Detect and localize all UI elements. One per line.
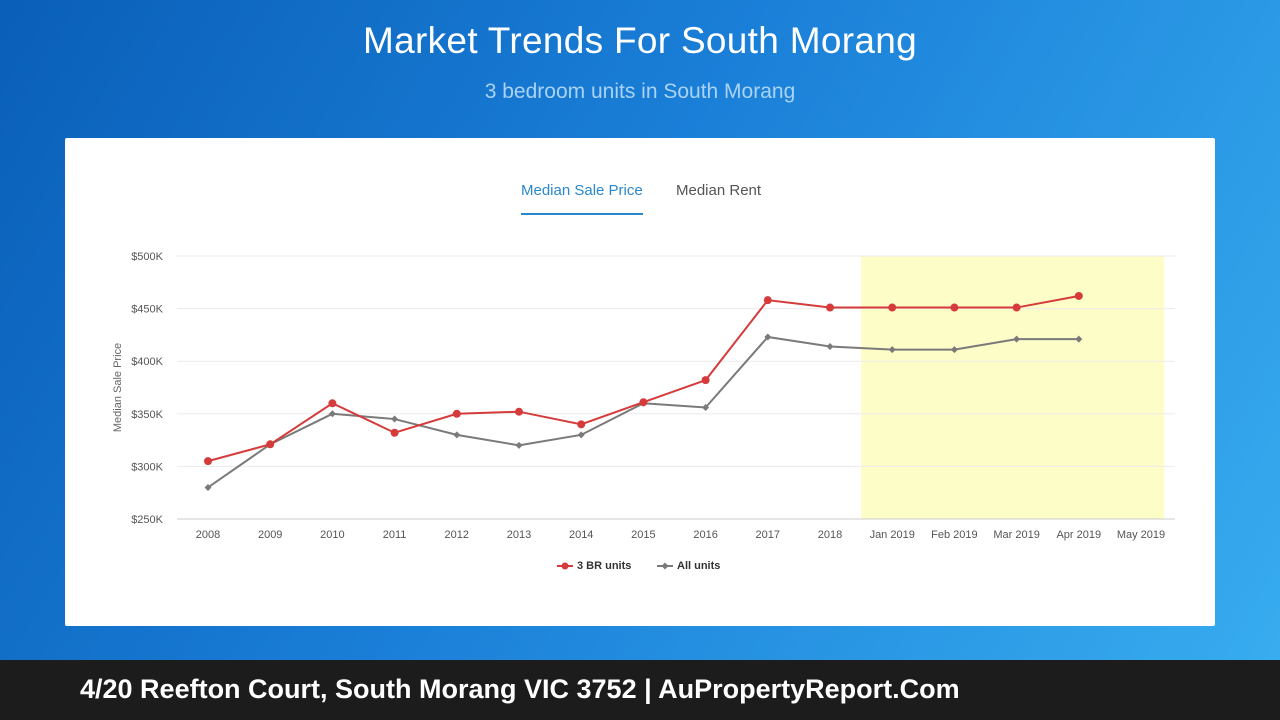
chart-legend: 3 BR units All units (65, 560, 1215, 580)
forecast-band (861, 256, 1165, 519)
data-point-all-units (328, 410, 336, 418)
x-tick-label: Mar 2019 (993, 529, 1039, 541)
chart-tabs: Median Sale Price Median Rent (65, 182, 1215, 216)
data-point-3br (515, 407, 523, 416)
data-point-all-units (950, 346, 958, 354)
legend-item-3br[interactable]: 3 BR units (557, 560, 631, 572)
data-point-all-units (1013, 335, 1021, 343)
x-tick-label: 2014 (569, 529, 593, 541)
y-tick-label: $400K (131, 356, 163, 368)
data-point-all-units (515, 441, 523, 449)
footer-address: 4/20 Reefton Court, South Morang VIC 375… (80, 674, 960, 704)
legend-label-3br: 3 BR units (577, 560, 632, 572)
chart-card: Median Sale Price Median Rent $250K $300K… (65, 138, 1215, 626)
y-axis-label: Median Sale Price (112, 343, 124, 432)
x-tick-label: 2017 (756, 529, 780, 541)
tab-median-sale-price[interactable]: Median Sale Price (521, 182, 643, 215)
legend-marker-diamond-icon (657, 562, 673, 570)
x-tick-label: 2012 (445, 529, 469, 541)
data-point-3br (1074, 291, 1083, 300)
data-point-3br (204, 457, 212, 466)
legend-label-all-units: All units (677, 560, 721, 572)
y-tick-label: $500K (131, 251, 163, 263)
data-point-3br (639, 398, 648, 407)
data-point-all-units (204, 483, 212, 491)
legend-item-all-units[interactable]: All units (657, 560, 720, 572)
line-chart: $250K $300K $350K $400K $450K $500K Median Sal… (112, 251, 1175, 541)
x-tick-label: 2011 (383, 529, 407, 541)
data-point-all-units (764, 333, 772, 341)
footer-bar: 4/20 Reefton Court, South Morang VIC 375… (0, 660, 1280, 720)
x-tick-label: 2016 (693, 529, 717, 541)
data-point-3br (328, 399, 337, 408)
x-tick-label: Apr 2019 (1056, 529, 1101, 541)
x-tick-label: 2018 (818, 529, 842, 541)
legend-marker-circle-icon (557, 562, 573, 570)
data-point-3br (888, 303, 897, 312)
data-point-3br (577, 420, 586, 429)
x-tick-label: Feb 2019 (931, 529, 977, 541)
data-point-3br (452, 409, 461, 418)
data-point-all-units (1075, 335, 1083, 343)
y-tick-label: $450K (131, 304, 163, 316)
y-tick-label: $350K (131, 409, 163, 421)
x-tick-label: 2010 (320, 529, 344, 541)
data-point-all-units (826, 342, 834, 350)
x-tick-label: Jan 2019 (870, 529, 915, 541)
tab-median-rent[interactable]: Median Rent (676, 182, 762, 199)
data-point-all-units (391, 415, 399, 423)
x-tick-label: May 2019 (1117, 529, 1165, 541)
page-subtitle: 3 bedroom units in South Morang (484, 80, 796, 103)
data-point-3br (763, 296, 772, 305)
data-point-3br (266, 440, 275, 449)
data-point-all-units (888, 346, 896, 354)
data-point-all-units (702, 403, 710, 411)
x-tick-label: 2009 (258, 529, 282, 541)
x-tick-label: 2015 (631, 529, 655, 541)
data-point-3br (826, 303, 834, 312)
data-point-all-units (453, 431, 461, 439)
data-point-3br (950, 303, 959, 312)
y-tick-label: $250K (131, 514, 163, 526)
data-point-3br (390, 428, 399, 437)
data-point-all-units (577, 431, 585, 439)
data-point-3br (701, 376, 710, 385)
y-tick-label: $300K (131, 461, 163, 473)
page-title: Market Trends For South Morang (363, 20, 917, 61)
x-tick-label: 2013 (507, 529, 531, 541)
x-tick-label: 2008 (196, 529, 220, 541)
data-point-3br (1012, 303, 1021, 312)
